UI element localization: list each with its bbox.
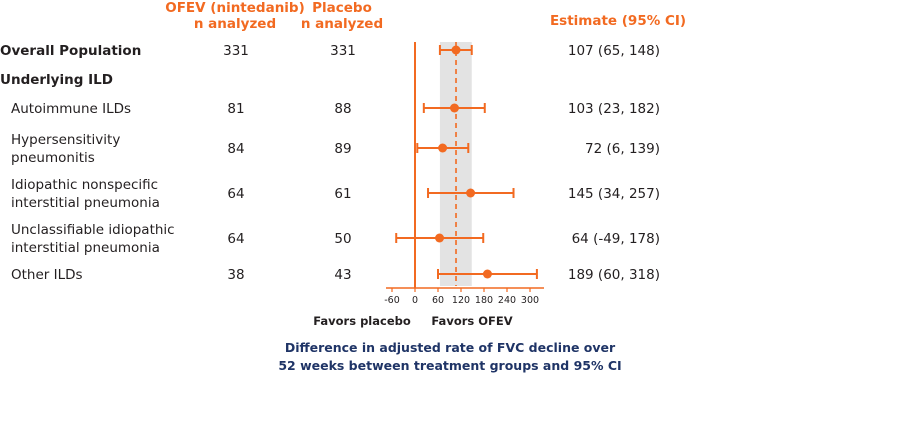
table-rows: Overall Population 331 331 107 (65, 148) Und…	[0, 43, 660, 283]
x-axis-title-line2: 52 weeks between treatment groups and 95…	[278, 358, 621, 373]
estimate-value: 189 (60, 318)	[568, 267, 660, 283]
estimate-value: 107 (65, 148)	[568, 43, 660, 59]
ofev-n-value: 64	[227, 231, 244, 247]
row-label: Other ILDs	[11, 267, 83, 283]
estimate-value: 103 (23, 182)	[568, 101, 660, 117]
row-label: Hypersensitivity	[11, 132, 120, 148]
row-label: pneumonitis	[11, 150, 95, 166]
row-label: Underlying ILD	[0, 72, 113, 88]
row-label: interstitial pneumonia	[11, 240, 160, 256]
placebo-n-value: 89	[334, 141, 351, 157]
point-estimate	[435, 233, 445, 243]
ofev-n-value: 81	[227, 101, 244, 117]
x-tick-label: 120	[452, 295, 470, 306]
estimate-value: 145 (34, 257)	[568, 186, 660, 202]
favors-ofev-label: Favors OFEV	[431, 314, 512, 328]
ofev-header-line2: n analyzed	[194, 16, 276, 32]
estimate-value: 72 (6, 139)	[585, 141, 660, 157]
point-estimate	[451, 45, 461, 55]
estimate-header: Estimate (95% CI)	[550, 13, 686, 29]
point-estimate	[466, 188, 476, 198]
row-label: Autoimmune ILDs	[11, 101, 131, 117]
x-tick-label: 300	[521, 295, 539, 306]
ofev-n-value: 84	[227, 141, 244, 157]
point-estimate	[438, 143, 448, 153]
ofev-n-value: 38	[227, 267, 244, 283]
row-label: interstitial pneumonia	[11, 195, 160, 211]
x-tick-label: 0	[412, 295, 418, 306]
placebo-n-value: 61	[334, 186, 351, 202]
placebo-n-value: 50	[334, 231, 351, 247]
estimate-value: 64 (-49, 178)	[572, 231, 660, 247]
placebo-n-value: 43	[334, 267, 351, 283]
x-tick-label: -60	[384, 295, 400, 306]
x-tick-label: 60	[432, 295, 444, 306]
placebo-n-value: 88	[334, 101, 351, 117]
placebo-n-value: 331	[330, 43, 356, 59]
point-estimate	[482, 269, 492, 279]
ofev-n-value: 64	[227, 186, 244, 202]
placebo-header-line1: Placebo	[312, 0, 372, 16]
x-axis-title-line1: Difference in adjusted rate of FVC decli…	[285, 340, 616, 355]
x-tick-label: 180	[475, 295, 493, 306]
placebo-header-line2: n analyzed	[301, 16, 383, 32]
row-label: Overall Population	[0, 43, 141, 59]
x-tick-label: 240	[498, 295, 516, 306]
ofev-header-line1: OFEV (nintedanib)	[165, 0, 305, 16]
row-label: Idiopathic nonspecific	[11, 177, 158, 193]
plot-area: -60 0 60 120 180 240 300	[384, 42, 544, 306]
favors-placebo-label: Favors placebo	[313, 314, 411, 328]
point-estimate	[449, 103, 459, 113]
row-label: Unclassifiable idiopathic	[11, 222, 175, 238]
ofev-n-value: 331	[223, 43, 249, 59]
